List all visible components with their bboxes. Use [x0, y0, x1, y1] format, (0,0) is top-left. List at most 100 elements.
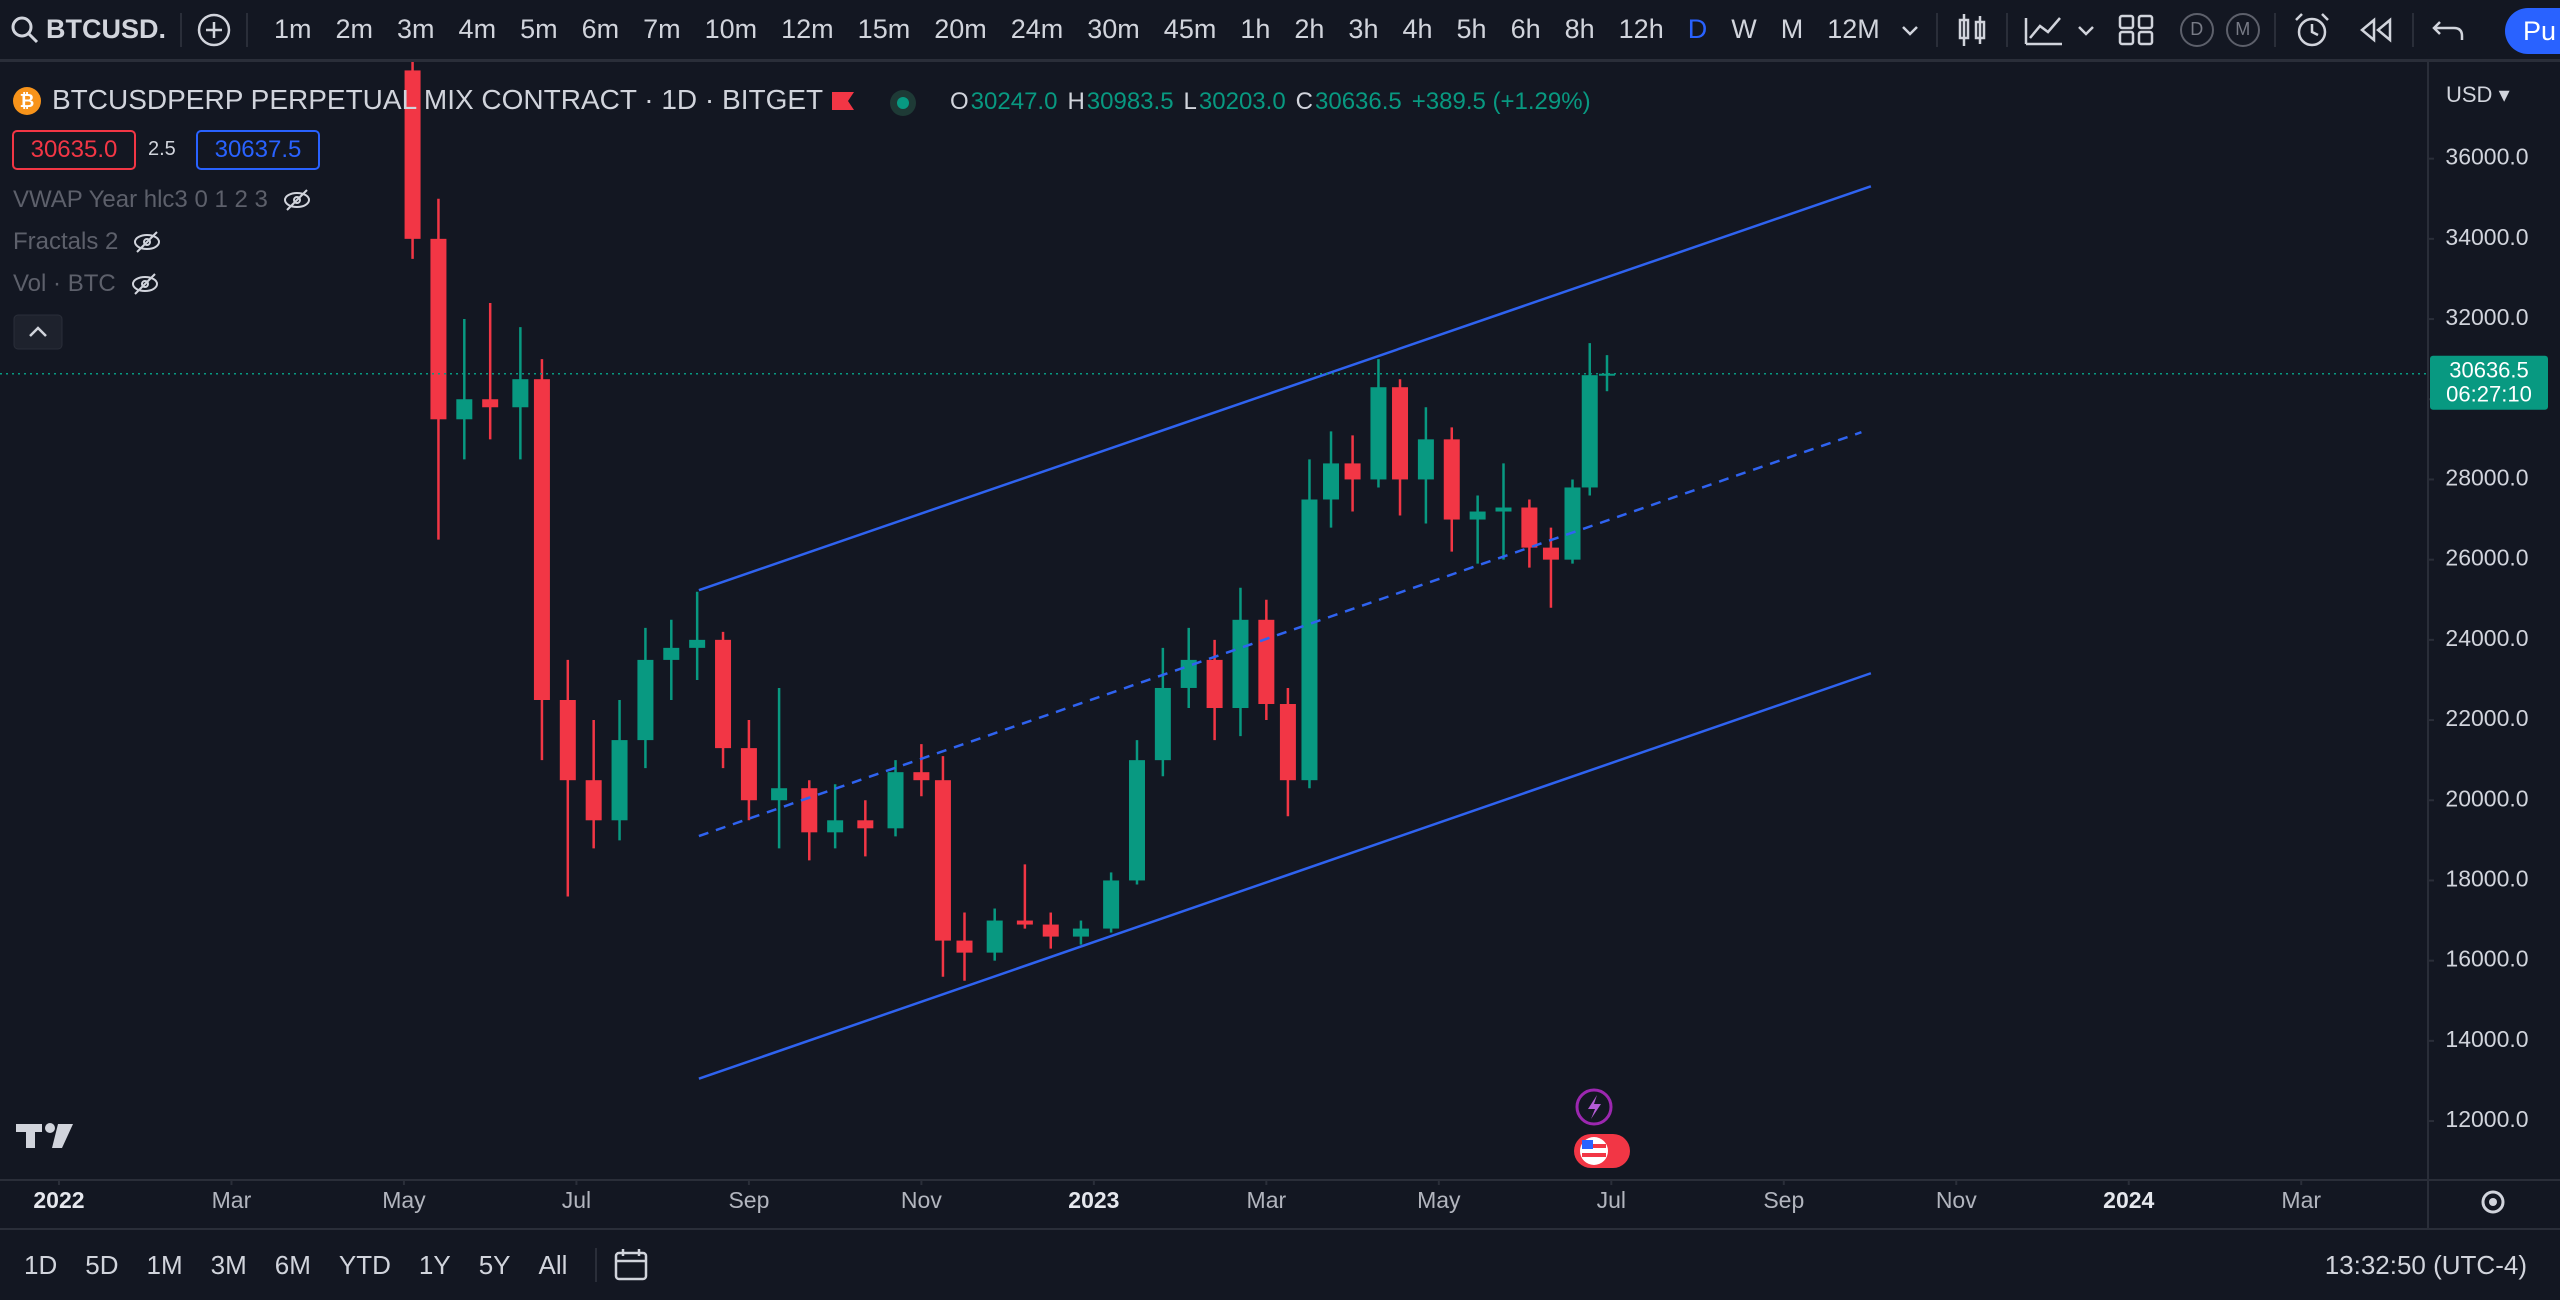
candle-body: [1521, 507, 1538, 548]
candle-body: [512, 379, 529, 408]
interval[interactable]: W: [1731, 14, 1757, 44]
interval[interactable]: 2h: [1294, 14, 1325, 44]
y-tick-label: 36000.0: [2445, 144, 2528, 170]
collapse-button[interactable]: [13, 314, 63, 350]
range-button[interactable]: 1M: [146, 1249, 183, 1280]
hidden-icon[interactable]: [130, 272, 160, 296]
interval[interactable]: 7m: [643, 14, 681, 44]
interval[interactable]: 3h: [1348, 14, 1379, 44]
flag-marker[interactable]: [830, 90, 856, 112]
y-tick-label: 20000.0: [2445, 785, 2528, 811]
interval[interactable]: 5h: [1456, 14, 1487, 44]
interval[interactable]: 45m: [1163, 14, 1217, 44]
indicator-name: Fractals 2: [13, 228, 119, 255]
trend-line: [698, 672, 1872, 1080]
range-button[interactable]: 3M: [210, 1249, 247, 1280]
undo-icon[interactable]: [2428, 10, 2468, 50]
candle-type[interactable]: [1952, 10, 1992, 50]
market-status: [890, 90, 916, 116]
dropdown[interactable]: [2074, 18, 2098, 42]
separator: [595, 1248, 598, 1282]
range-button[interactable]: 5Y: [478, 1249, 511, 1280]
eye: [131, 276, 158, 292]
interval[interactable]: 12h: [1618, 14, 1664, 44]
interval[interactable]: 4m: [458, 14, 497, 44]
separator: [2273, 12, 2276, 47]
range-button[interactable]: 5D: [85, 1249, 119, 1280]
interval[interactable]: 1h: [1240, 14, 1271, 44]
range-button[interactable]: 1D: [24, 1249, 58, 1280]
x-tick-label: Jul: [562, 1187, 591, 1213]
indicators: VWAP Year hlc3 0 1 2 3 Fractals 2 Vol · BT…: [13, 186, 312, 298]
interval[interactable]: 24m: [1010, 14, 1064, 44]
interval[interactable]: M: [1780, 14, 1804, 44]
currency[interactable]: USD ▾: [2446, 82, 2510, 107]
interval[interactable]: 4h: [1402, 14, 1433, 44]
candle-body: [1323, 463, 1340, 500]
layout-icon[interactable]: [2116, 10, 2156, 50]
interval[interactable]: 6h: [1510, 14, 1541, 44]
hidden-icon[interactable]: [132, 230, 162, 254]
range-button[interactable]: 6M: [274, 1249, 311, 1280]
ohlc-value: 30203.0: [1198, 88, 1286, 115]
search-icon[interactable]: [10, 15, 40, 45]
event-icon[interactable]: [1575, 1088, 1613, 1126]
x-tick-label: Sep: [1763, 1187, 1804, 1213]
hidden-icon[interactable]: [282, 188, 312, 212]
candle-body: [585, 780, 602, 821]
range-button[interactable]: YTD: [338, 1249, 391, 1280]
candle-body: [430, 238, 447, 420]
eye-slash: [286, 189, 308, 211]
flag-stripe: [1582, 1144, 1606, 1148]
separator: [2005, 12, 2008, 47]
ohlc-item: C 30636.5: [1296, 88, 1402, 116]
buy-button[interactable]: 30637.5: [196, 130, 320, 170]
add-symbol[interactable]: [196, 12, 232, 48]
symbol[interactable]: BTCUSD.: [46, 14, 166, 44]
interval[interactable]: 20m: [934, 14, 987, 44]
clock[interactable]: 13:32:50 (UTC-4): [2324, 1249, 2527, 1280]
range-button[interactable]: 1Y: [418, 1249, 451, 1280]
candle-body: [740, 748, 757, 801]
interval[interactable]: 30m: [1087, 14, 1140, 44]
compare-symbol[interactable]: D: [2179, 12, 2214, 47]
ohlc: O 30247.0 H 30983.5 L 30203.0 C 30636.5 +389.5 (…: [950, 88, 1591, 116]
interval[interactable]: 10m: [704, 14, 758, 44]
interval[interactable]: 3m: [397, 14, 435, 44]
interval[interactable]: 15m: [857, 14, 911, 44]
interval[interactable]: 6m: [581, 14, 620, 44]
candle-body: [934, 780, 951, 941]
alert-icon[interactable]: [2290, 10, 2334, 50]
x-tick-label: May: [1417, 1187, 1461, 1213]
dropdown[interactable]: [1898, 18, 1922, 42]
replay-icon[interactable]: [2354, 10, 2398, 50]
interval[interactable]: 2m: [335, 14, 374, 44]
candle-body: [1469, 511, 1486, 520]
range-button[interactable]: All: [538, 1249, 568, 1280]
interval[interactable]: 5m: [520, 14, 558, 44]
candle-body: [1581, 375, 1598, 488]
ohlc-label: H: [1067, 88, 1085, 115]
interval[interactable]: 8h: [1564, 14, 1595, 44]
goto-date[interactable]: [611, 1245, 651, 1285]
separator: [180, 12, 182, 47]
candle-body: [1417, 439, 1434, 480]
interval[interactable]: 12m: [781, 14, 834, 44]
interval[interactable]: 12M: [1827, 14, 1880, 44]
y-tick-label: 16000.0: [2445, 946, 2528, 972]
ohlc-label: C: [1295, 88, 1314, 115]
settings-icon[interactable]: [2481, 1190, 2505, 1214]
x-tick-label: Nov: [901, 1187, 942, 1213]
compare-symbol[interactable]: M: [2225, 12, 2260, 47]
candle-body: [801, 788, 818, 833]
indicators-icon[interactable]: [2022, 10, 2066, 50]
indicator: Vol · BTC: [13, 270, 312, 298]
interval[interactable]: 1m: [274, 14, 312, 44]
ohlc-value: 30247.0: [970, 88, 1058, 115]
interval[interactable]: D: [1687, 14, 1708, 44]
sell-button[interactable]: 30635.0: [12, 130, 136, 170]
eye-slash: [133, 273, 156, 295]
publish-button[interactable]: Pu: [2505, 8, 2560, 54]
eye-pupil: [140, 280, 149, 288]
